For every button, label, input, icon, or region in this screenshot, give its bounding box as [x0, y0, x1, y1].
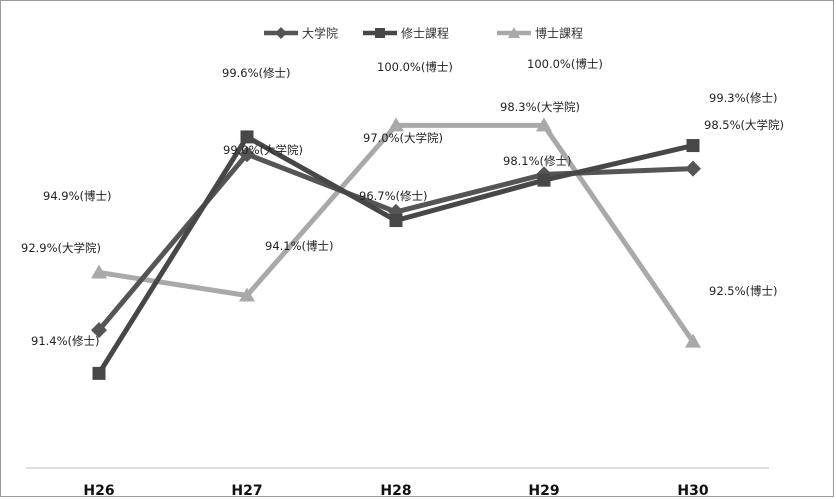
marker-graduate-school-H30	[685, 160, 701, 177]
legend-label-masters: 修士課程	[401, 26, 449, 41]
data-label-masters-H26: 91.4%(修士)	[31, 334, 100, 348]
data-label-doctoral-H29: 100.0%(博士)	[527, 57, 603, 71]
marker-doctoral-H27	[239, 287, 255, 302]
data-label-graduate-school-H30: 98.5%(大学院)	[704, 118, 784, 132]
x-tick-H27: H27	[231, 483, 262, 498]
legend-label-doctoral: 博士課程	[535, 26, 583, 41]
data-label-doctoral-H28: 100.0%(博士)	[377, 60, 453, 74]
marker-masters-H27	[240, 130, 254, 144]
data-label-doctoral-H26: 94.9%(博士)	[43, 189, 112, 203]
marker-graduate-school-H26	[91, 322, 107, 339]
series-line-graduate-school	[97, 151, 694, 332]
data-label-masters-H27: 99.6%(修士)	[222, 66, 291, 80]
legend-marker-masters	[375, 28, 385, 38]
data-label-graduate-school-H28: 97.0%(大学院)	[363, 131, 443, 145]
marker-doctoral-H26	[91, 264, 107, 279]
x-tick-H26: H26	[83, 483, 114, 498]
x-axis-ticks: H26 H27 H28 H29 H30	[83, 483, 708, 498]
data-label-graduate-school-H26: 92.9%(大学院)	[21, 241, 101, 255]
legend-item-doctoral: 博士課程	[497, 26, 583, 41]
marker-doctoral-H28	[388, 117, 404, 132]
legend-item-graduate-school: 大学院	[264, 26, 338, 41]
marker-masters-H28	[389, 214, 403, 228]
x-tick-H29: H29	[528, 483, 559, 498]
legend-marker-graduate-school	[275, 27, 287, 39]
data-label-masters-H29: 98.1%(修士)	[503, 154, 572, 168]
legend-marker-doctoral	[508, 27, 520, 38]
data-label-graduate-school-H27: 99.0%(大学院)	[223, 143, 303, 157]
data-label-masters-H28: 96.7%(修士)	[359, 189, 428, 203]
marker-doctoral-H29	[536, 117, 552, 132]
data-label-layer: 92.9%(大学院) 99.0%(大学院) 97.0%(大学院) 98.3%(大学院)…	[21, 57, 784, 348]
legend-item-masters: 修士課程	[363, 26, 449, 41]
marker-graduate-school-H27	[239, 146, 255, 163]
series-layer	[91, 117, 701, 380]
data-label-doctoral-H30: 92.5%(博士)	[709, 284, 778, 298]
legend: 大学院 修士課程 博士課程	[264, 26, 583, 41]
marker-masters-H26	[92, 366, 106, 380]
marker-masters-H29	[537, 173, 551, 187]
data-label-graduate-school-H29: 98.3%(大学院)	[500, 100, 580, 114]
marker-masters-H30	[686, 139, 700, 153]
marker-doctoral-H30	[685, 333, 701, 348]
data-label-masters-H30: 99.3%(修士)	[709, 91, 778, 105]
x-tick-H28: H28	[380, 483, 411, 498]
legend-label-graduate-school: 大学院	[302, 26, 338, 41]
data-label-doctoral-H27: 94.1%(博士)	[265, 239, 334, 253]
x-tick-H30: H30	[677, 483, 708, 498]
